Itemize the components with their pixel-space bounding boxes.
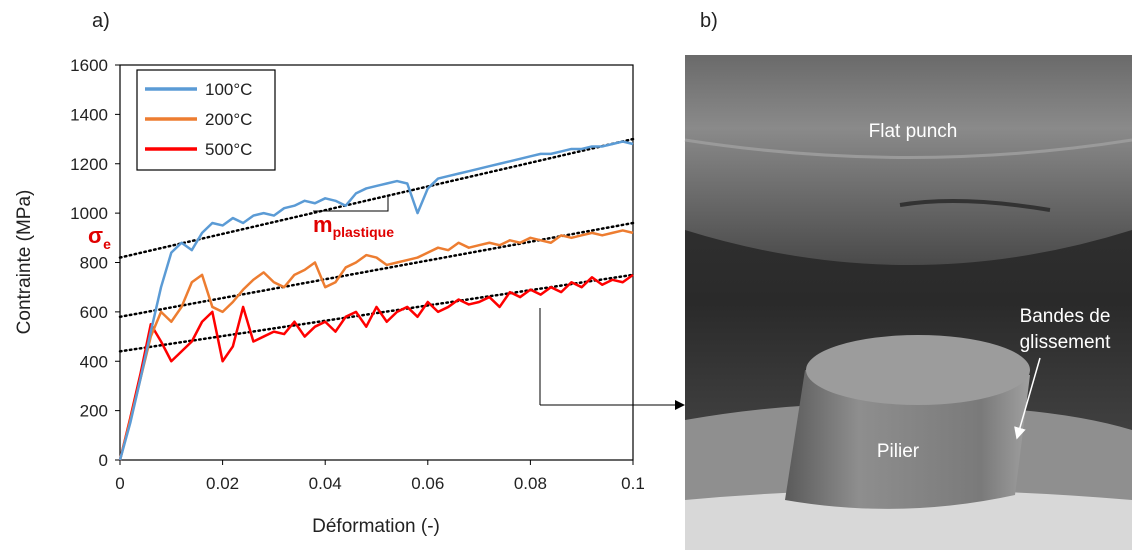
series-line (118, 273, 634, 461)
y-tick-label: 600 (80, 303, 108, 322)
legend-label: 500°C (205, 140, 252, 159)
panel-label: b) (700, 10, 718, 32)
bands-arrow (1014, 357, 1041, 440)
x-tick-label: 0.02 (206, 474, 239, 493)
legend-label: 100°C (205, 80, 252, 99)
legend-label: 200°C (205, 110, 252, 129)
punch-label: Flat punch (869, 121, 958, 142)
plot-frame (119, 64, 634, 461)
panel-label: a) (92, 10, 110, 32)
annotation: σe (88, 223, 111, 252)
trend-line (118, 137, 635, 259)
y-tick-label: 1000 (70, 204, 108, 223)
x-tick-label: 0.08 (514, 474, 547, 493)
trend-line (118, 221, 635, 319)
x-axis-label: Déformation (-) (312, 516, 440, 537)
y-tick-label: 800 (80, 254, 108, 273)
slope-bracket (313, 195, 389, 212)
x-tick-label: 0.1 (621, 474, 645, 493)
x-tick-label: 0 (115, 474, 124, 493)
y-tick-label: 1200 (70, 155, 108, 174)
trend-line (118, 273, 635, 353)
bands-label: Bandes de (1020, 306, 1111, 327)
series-line (118, 229, 634, 461)
sem-image (684, 55, 1132, 550)
annotation: mplastique (313, 212, 394, 240)
pillar-label: Pilier (877, 441, 920, 462)
x-tick-label: 0.04 (309, 474, 342, 493)
y-axis-label: Contrainte (MPa) (14, 190, 35, 335)
series-line (118, 140, 634, 461)
y-tick-label: 400 (80, 352, 108, 371)
y-tick-label: 0 (99, 451, 108, 470)
y-tick-label: 1600 (70, 56, 108, 75)
x-tick-label: 0.06 (411, 474, 444, 493)
y-tick-label: 1400 (70, 105, 108, 124)
y-tick-label: 200 (80, 402, 108, 421)
bands-label: glissement (1020, 332, 1112, 353)
